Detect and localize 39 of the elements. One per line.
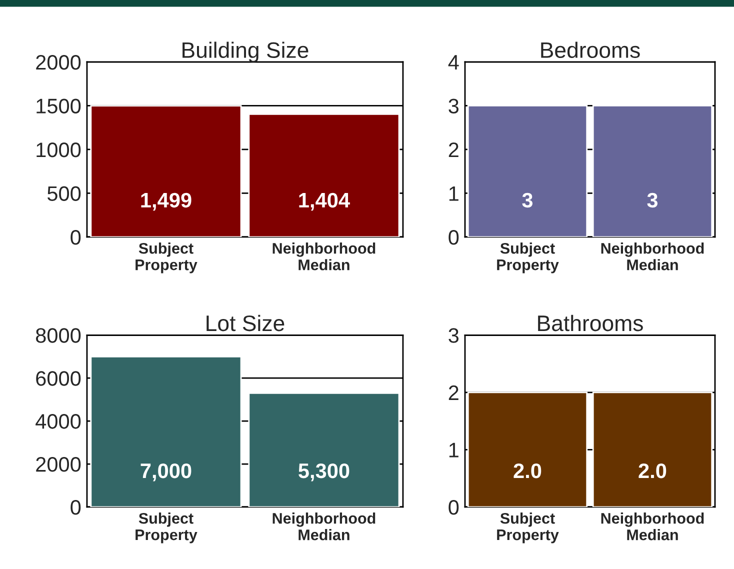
- y-tick-label: 8000: [36, 328, 81, 343]
- chart-title: Bedrooms: [541, 42, 640, 58]
- y-tick-label: 0: [448, 500, 459, 515]
- chart-title: Building Size: [182, 42, 308, 62]
- y-tick-label: 1500: [36, 98, 81, 114]
- y-tick-label: 2000: [36, 457, 81, 472]
- data-label: 1,404: [299, 192, 350, 211]
- y-tick-label: 2: [448, 142, 458, 158]
- data-label: 2.0: [638, 463, 666, 478]
- y-tick-label: 6000: [36, 371, 81, 386]
- y-tick-label: 3: [448, 328, 459, 343]
- data-label: 7,000: [140, 463, 192, 482]
- y-tick-label: 2: [448, 385, 458, 400]
- data-label: 1,499: [141, 192, 192, 211]
- data-label: 2.0: [514, 463, 542, 478]
- y-tick-label: 1: [449, 186, 458, 201]
- x-tick-label: Subject Property: [497, 512, 559, 544]
- x-tick-label: Subject Property: [136, 512, 198, 544]
- x-tick-label: Subject Property: [136, 242, 198, 274]
- x-tick-label: Neighborhood Median: [601, 512, 704, 540]
- y-tick-label: 1: [449, 442, 458, 458]
- data-label: 3: [647, 192, 658, 208]
- y-tick-label: 500: [48, 186, 81, 201]
- x-tick-label: Neighborhood Median: [272, 512, 376, 540]
- y-tick-label: 4000: [36, 414, 81, 429]
- x-tick-label: Subject Property: [497, 242, 559, 274]
- x-tick-label: Neighborhood Median: [601, 242, 704, 270]
- y-tick-label: 1000: [36, 142, 81, 158]
- x-tick-label: Neighborhood Median: [272, 242, 376, 270]
- y-tick-label: 2000: [36, 54, 81, 70]
- y-tick-label: 4: [448, 55, 459, 70]
- data-label: 5,300: [298, 463, 350, 482]
- chart-title: Bathrooms: [538, 314, 643, 332]
- y-tick-label: 0: [70, 500, 81, 515]
- data-label: 3: [522, 192, 533, 208]
- y-tick-label: 0: [70, 230, 81, 245]
- y-tick-label: 0: [448, 230, 459, 245]
- chart-title: Lot Size: [206, 314, 284, 332]
- y-tick-label: 3: [448, 98, 459, 114]
